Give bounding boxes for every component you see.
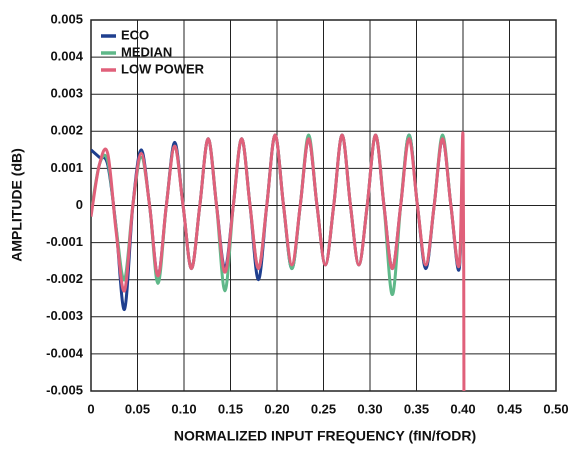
y-tick-label: 0.002: [50, 123, 83, 138]
x-tick-label: 0.35: [404, 401, 429, 416]
x-tick-label: 0: [87, 401, 94, 416]
x-tick-label: 0.40: [450, 401, 475, 416]
legend-label: MEDIAN: [121, 44, 172, 59]
x-tick-label: 0.50: [543, 401, 568, 416]
x-tick-label: 0.05: [125, 401, 150, 416]
legend-label: LOW POWER: [121, 61, 205, 76]
x-axis-title: NORMALIZED INPUT FREQUENCY (fIN/fODR): [174, 428, 476, 444]
x-tick-label: 0.10: [171, 401, 196, 416]
legend-label: ECO: [121, 27, 149, 42]
x-tick-label: 0.45: [497, 401, 522, 416]
y-tick-label: -0.005: [46, 382, 83, 397]
data-line: [91, 131, 466, 391]
y-tick-label: -0.003: [46, 308, 83, 323]
x-tick-label: 0.20: [264, 401, 289, 416]
y-tick-label: -0.002: [46, 271, 83, 286]
y-tick-label: 0.003: [50, 86, 83, 101]
y-axis-title: AMPLITUDE (dB): [9, 148, 25, 262]
y-tick-label: 0.001: [50, 160, 83, 175]
y-tick-label: -0.004: [46, 345, 84, 360]
x-tick-label: 0.30: [357, 401, 382, 416]
y-tick-label: 0.005: [50, 11, 83, 26]
y-tick-label: -0.001: [46, 234, 83, 249]
y-tick-label: 0: [76, 197, 83, 212]
plot-area: [91, 131, 466, 391]
x-tick-label: 0.15: [218, 401, 243, 416]
x-tick-label: 0.25: [311, 401, 336, 416]
y-tick-label: 0.004: [50, 49, 83, 64]
